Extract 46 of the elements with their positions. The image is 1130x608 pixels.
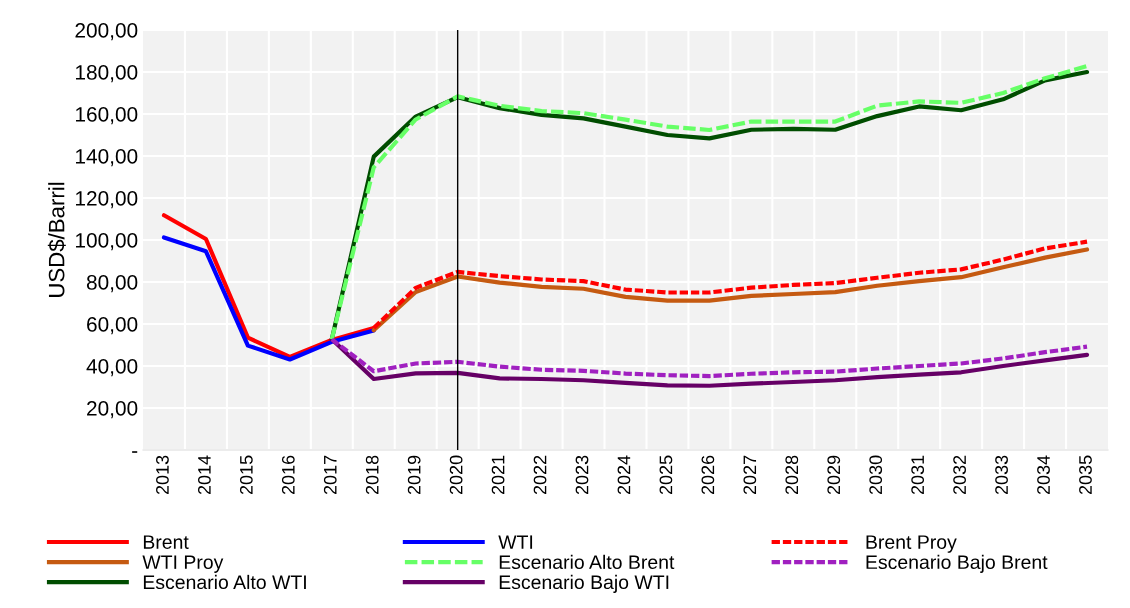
legend-label: Brent Proy [866,535,957,553]
y-tick-label: 60,00 [87,317,138,335]
x-tick-label: 2031 [911,455,925,495]
y-tick-label: 20,00 [87,401,138,419]
x-tick-label: 2017 [323,455,337,495]
legend-label: Escenario Alto Brent [499,554,675,570]
x-tick-label: 2015 [239,455,253,495]
x-tick-label: 2013 [156,455,169,495]
x-tick-label: 2034 [1037,455,1050,495]
x-tick-label: 2027 [743,455,757,495]
x-tick-label: 2021 [491,455,505,495]
x-tick-label: 2028 [785,455,799,495]
y-axis-title: USD$/Barril [47,182,66,297]
x-tick-label: 2020 [449,455,463,495]
y-tick-label: 160,00 [76,107,138,125]
y-tick-label: 140,00 [76,149,138,167]
legend-label: WTI Proy [142,555,224,573]
x-tick-label: 2033 [995,455,1008,495]
x-tick-label: 2035 [1079,455,1092,495]
x-tick-label: 2026 [701,455,715,495]
y-tick-label: 120,00 [76,191,138,209]
x-tick-label: 2022 [533,455,547,495]
y-tick-label: 180,00 [76,65,138,83]
legend-label: Escenario Bajo Brent [866,554,1048,573]
legend-label: Escenario Alto WTI [143,574,306,590]
x-tick-label: 2018 [365,455,379,495]
x-tick-label: 2019 [407,455,421,495]
y-tick-label: 80,00 [86,275,138,293]
line-series [329,337,1090,379]
line-series [329,337,1090,388]
legend-label: Brent [143,535,189,549]
x-tick-label: 2029 [827,455,841,495]
x-tick-label: 2016 [281,455,295,495]
x-tick-label: 2030 [869,455,883,495]
y-tick-label: 100,00 [76,233,138,251]
legend-label: WTI [498,535,533,549]
x-tick-label: 2024 [617,455,631,495]
y-tick-label: 40,00 [86,359,138,377]
y-tick-label: 200,00 [75,23,138,41]
x-tick-label: 2032 [953,455,966,495]
y-tick-label: - [132,451,138,453]
x-tick-label: 2014 [198,455,211,495]
x-tick-label: 2023 [575,455,589,495]
x-tick-label: 2025 [659,455,673,495]
legend-label: Escenario Bajo WTI [499,574,669,593]
line-series [161,235,376,362]
